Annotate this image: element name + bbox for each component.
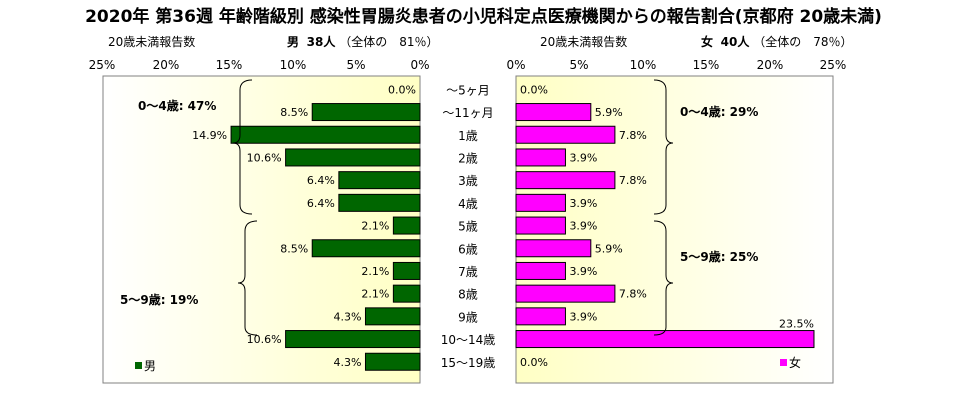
- category-label-12: 15～19歳: [441, 356, 496, 370]
- legend-male-label: 男: [144, 359, 156, 373]
- male-bar-3: [285, 148, 421, 167]
- category-label-11: 10～14歳: [441, 333, 496, 347]
- female-bar-6: [515, 216, 566, 235]
- category-label-9: 8歳: [458, 288, 478, 302]
- male-bar-4: [338, 171, 421, 190]
- female-data-label-0: 0.0%: [520, 83, 548, 96]
- female-data-label-9: 7.8%: [619, 288, 647, 301]
- male-share: （全体の 81％）: [339, 35, 439, 49]
- male-data-label-10: 4.3%: [334, 310, 362, 323]
- male-data-label-6: 2.1%: [361, 220, 389, 233]
- male-bar-8: [392, 261, 421, 280]
- female-axis-tick-0: 0%: [506, 58, 526, 72]
- male-data-label-9: 2.1%: [361, 288, 389, 301]
- male-axis-tick-20: 20%: [152, 58, 180, 72]
- female-data-label-5: 3.9%: [569, 197, 597, 210]
- male-data-label-1: 8.5%: [280, 106, 308, 119]
- female-bar-8: [515, 261, 566, 280]
- category-label-3: 2歳: [458, 151, 478, 165]
- annotation-male-0-4: 0～4歳: 47%: [138, 98, 216, 113]
- category-label-1: ～11ヶ月: [442, 106, 493, 120]
- male-count: 38人: [306, 35, 336, 49]
- female-data-label-3: 3.9%: [569, 151, 597, 164]
- category-label-6: 5歳: [458, 220, 478, 234]
- female-header: 女 40人 （全体の 78％）: [701, 33, 852, 50]
- male-axis-tick-15: 15%: [215, 58, 243, 72]
- female-bar-3: [515, 148, 566, 167]
- female-bar-10: [515, 307, 566, 326]
- female-axis-tick-20: 20%: [756, 58, 784, 72]
- male-data-label-4: 6.4%: [307, 174, 335, 187]
- female-0-4-brace: [653, 79, 674, 215]
- male-data-label-2: 14.9%: [192, 129, 227, 142]
- male-data-label-7: 8.5%: [280, 242, 308, 255]
- legend-female-label: 女: [789, 355, 801, 370]
- male-bar-5: [338, 193, 421, 212]
- female-data-label-6: 3.9%: [569, 220, 597, 233]
- male-bar-1: [311, 103, 421, 122]
- female-data-label-4: 7.8%: [619, 174, 647, 187]
- male-data-label-3: 10.6%: [247, 151, 282, 164]
- male-bar-9: [392, 284, 421, 303]
- female-bar-5: [515, 193, 566, 212]
- male-axis-tick-0: 0%: [410, 58, 430, 72]
- legend-female-swatch: [780, 359, 787, 366]
- female-label: 女: [701, 35, 714, 49]
- category-label-2: 1歳: [458, 129, 478, 143]
- male-label: 男: [287, 35, 300, 49]
- category-label-8: 7歳: [458, 265, 478, 279]
- female-bar-7: [515, 239, 592, 258]
- female-axis-tick-15: 15%: [692, 58, 720, 72]
- chart-title: 2020年 第36週 年齢階級別 感染性胃腸炎患者の小児科定点医療機関からの報告…: [85, 7, 882, 27]
- male-axis-tick-5: 5%: [346, 58, 366, 72]
- female-bar-2: [515, 125, 616, 144]
- male-bar-2: [230, 125, 421, 144]
- male-axis-tick-10: 10%: [279, 58, 307, 72]
- female-share: （全体の 78％）: [753, 35, 853, 49]
- female-bar-1: [515, 103, 592, 122]
- female-bar-11: [515, 330, 815, 349]
- female-data-label-1: 5.9%: [595, 106, 623, 119]
- male-data-label-8: 2.1%: [361, 265, 389, 278]
- male-bar-10: [364, 307, 421, 326]
- male-data-label-0: 0.0%: [388, 83, 416, 96]
- annotation-male-5-9: 5～9歳: 19%: [120, 292, 198, 307]
- category-label-4: 3歳: [458, 174, 478, 188]
- female-data-label-8: 3.9%: [569, 265, 597, 278]
- female-bar-9: [515, 284, 616, 303]
- female-axis-tick-10: 10%: [629, 58, 657, 72]
- male-axis-tick-25: 25%: [88, 58, 116, 72]
- female-axis-tick-5: 5%: [569, 58, 589, 72]
- category-label-7: 6歳: [458, 242, 478, 256]
- annotation-female-0-4: 0～4歳: 29%: [680, 104, 758, 119]
- female-data-label-12: 0.0%: [520, 356, 548, 369]
- category-label-10: 9歳: [458, 310, 478, 324]
- female-count: 40人: [720, 35, 750, 49]
- male-subtitle: 20歳未満報告数: [108, 35, 196, 49]
- female-5-9-brace: [653, 220, 674, 336]
- male-bar-12: [364, 352, 421, 371]
- female-data-label-2: 7.8%: [619, 129, 647, 142]
- female-data-label-10: 3.9%: [569, 310, 597, 323]
- female-bar-4: [515, 171, 616, 190]
- category-label-0: ～5ヶ月: [446, 83, 490, 97]
- male-data-label-5: 6.4%: [307, 197, 335, 210]
- category-label-5: 4歳: [458, 197, 478, 211]
- female-subtitle: 20歳未満報告数: [540, 35, 628, 49]
- male-5-9-brace: [237, 220, 258, 336]
- annotation-female-5-9: 5～9歳: 25%: [680, 249, 758, 264]
- female-data-label-7: 5.9%: [595, 242, 623, 255]
- legend-male-swatch: [135, 362, 142, 369]
- male-bar-6: [392, 216, 421, 235]
- female-axis-tick-25: 25%: [819, 58, 847, 72]
- male-0-4-brace: [232, 79, 253, 215]
- male-bar-7: [311, 239, 421, 258]
- female-data-label-11: 23.5%: [779, 318, 814, 331]
- male-bar-11: [285, 330, 421, 349]
- male-header: 男 38人 （全体の 81％）: [287, 33, 438, 50]
- male-data-label-11: 10.6%: [247, 333, 282, 346]
- male-data-label-12: 4.3%: [334, 356, 362, 369]
